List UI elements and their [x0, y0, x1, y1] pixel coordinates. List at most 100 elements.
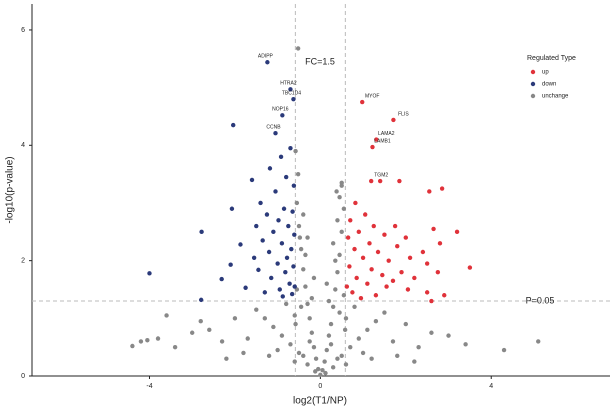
point	[296, 350, 302, 356]
point	[390, 278, 396, 284]
point	[229, 206, 235, 211]
fc-annotation: FC=1.5	[305, 56, 335, 66]
point	[291, 264, 296, 269]
legend-label: down	[542, 82, 556, 88]
gene-label: TGM2	[374, 172, 388, 178]
y-tick-label: 0	[21, 373, 25, 380]
point	[339, 180, 344, 185]
point	[365, 327, 370, 333]
point	[254, 223, 259, 229]
point	[320, 368, 325, 373]
point	[271, 229, 276, 235]
point	[374, 137, 379, 142]
point	[292, 359, 297, 364]
point	[309, 330, 315, 335]
point	[295, 46, 301, 51]
point	[333, 287, 338, 292]
point	[231, 122, 236, 128]
point	[145, 338, 150, 343]
point	[313, 369, 318, 374]
point	[172, 344, 178, 350]
point	[343, 362, 349, 367]
point	[342, 327, 348, 333]
point	[334, 189, 339, 194]
point	[292, 284, 297, 289]
point	[344, 284, 350, 289]
point	[328, 321, 334, 327]
point	[337, 252, 342, 258]
point	[311, 275, 317, 281]
point	[130, 343, 135, 349]
point	[279, 241, 285, 246]
gene-label: LAMA2	[378, 131, 395, 137]
point	[219, 339, 225, 344]
point	[267, 166, 273, 171]
point	[266, 249, 272, 255]
point	[330, 365, 336, 370]
point	[232, 316, 238, 321]
point	[289, 291, 295, 297]
point	[224, 356, 229, 361]
point	[254, 307, 259, 312]
x-tick-label: 0	[318, 383, 322, 390]
point	[353, 200, 358, 206]
point	[356, 336, 362, 341]
point	[392, 223, 398, 229]
point	[322, 359, 327, 364]
point	[328, 342, 334, 347]
point	[370, 144, 375, 150]
gene-label: ADIPP	[258, 54, 274, 60]
point	[326, 298, 332, 304]
point	[287, 281, 292, 286]
gene-label: HTRA2	[280, 81, 297, 87]
point	[330, 241, 336, 246]
point	[147, 271, 152, 276]
point	[262, 316, 268, 321]
point	[305, 362, 310, 367]
point	[354, 275, 359, 281]
point	[294, 200, 300, 206]
point	[323, 370, 328, 376]
point	[297, 235, 303, 240]
point	[339, 353, 344, 359]
gene-label: NOP16	[272, 107, 289, 113]
point	[298, 246, 304, 252]
point	[429, 330, 434, 335]
point	[276, 218, 281, 223]
point	[424, 290, 430, 295]
point	[266, 353, 272, 359]
point	[288, 145, 293, 151]
point	[380, 272, 385, 278]
point	[341, 293, 347, 298]
point	[324, 281, 329, 286]
point	[439, 186, 445, 191]
point	[293, 148, 298, 154]
point	[298, 304, 304, 309]
point	[311, 344, 317, 350]
point	[429, 298, 434, 304]
point	[416, 344, 421, 350]
legend-label: up	[542, 70, 549, 76]
point	[198, 297, 204, 303]
point	[286, 223, 291, 229]
point	[397, 178, 402, 184]
point	[371, 223, 376, 229]
point	[288, 342, 293, 347]
point	[260, 238, 265, 243]
point	[350, 290, 355, 295]
point	[420, 249, 426, 255]
point	[442, 293, 447, 298]
point	[249, 177, 255, 183]
point	[360, 99, 365, 105]
point	[138, 339, 144, 344]
point	[305, 235, 310, 240]
point	[290, 209, 295, 214]
p-annotation: P=0.05	[526, 295, 555, 305]
point	[275, 347, 280, 353]
point	[377, 178, 383, 184]
point	[501, 347, 507, 353]
point	[424, 261, 430, 266]
point	[345, 235, 351, 240]
point	[301, 353, 306, 359]
point	[335, 269, 340, 275]
